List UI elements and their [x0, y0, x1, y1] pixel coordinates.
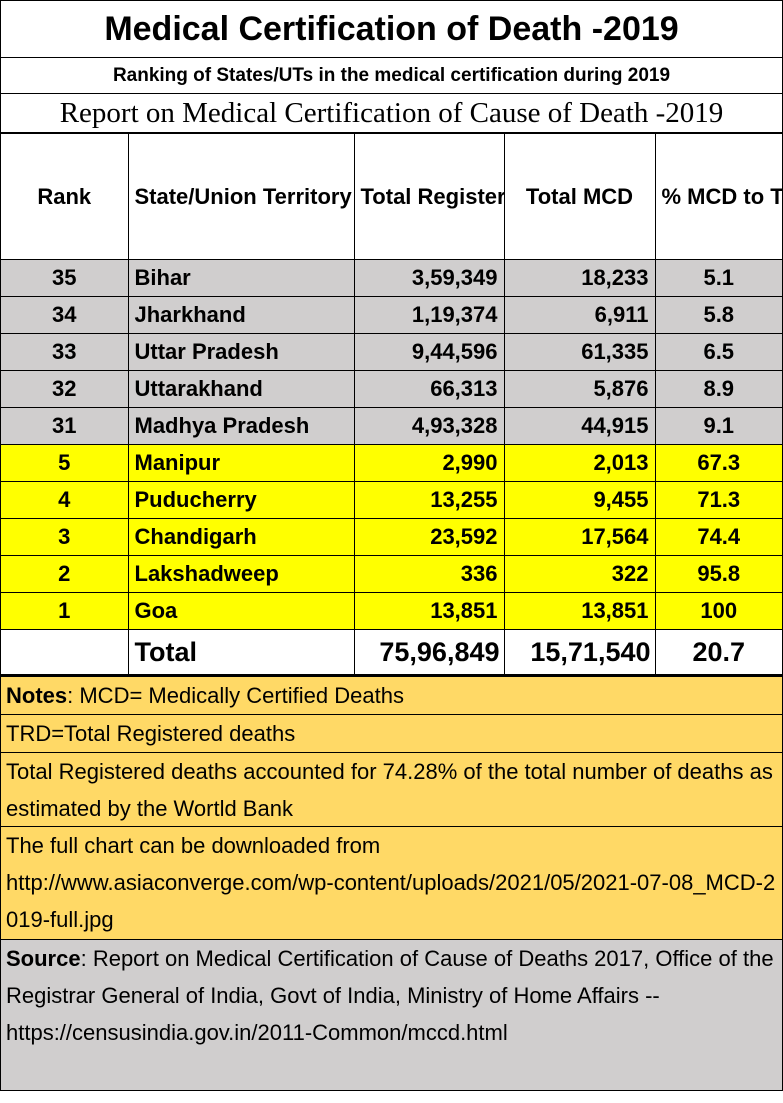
rank-cell: 31	[1, 407, 129, 445]
mcd-cell: 2,013	[503, 444, 656, 482]
mcd-cell: 6,911	[503, 296, 656, 334]
state-cell: Manipur	[127, 444, 355, 482]
state-cell: Puducherry	[127, 481, 355, 519]
pct-cell: 6.5	[654, 333, 782, 371]
pct-cell: 8.9	[654, 370, 782, 408]
table-row: 31 Madhya Pradesh 4,93,328 44,915 9.1	[1, 407, 782, 445]
mcd-cell: 17,564	[503, 518, 656, 556]
mcd-cell: 61,335	[503, 333, 656, 371]
source-section: Source: Report on Medical Certification …	[1, 939, 782, 1091]
note-definition-trd: TRD=Total Registered deaths	[1, 714, 782, 752]
rank-cell: 4	[1, 481, 129, 519]
rank-cell: 35	[1, 259, 129, 297]
trd-cell: 336	[353, 555, 505, 593]
header-total-mcd: Total MCD	[503, 134, 656, 260]
rank-cell: 3	[1, 518, 129, 556]
notes-label: Notes	[6, 683, 68, 708]
trd-cell: 13,851	[353, 592, 505, 630]
table-row: 4 Puducherry 13,255 9,455 71.3	[1, 481, 782, 519]
mcd-cell: 9,455	[503, 481, 656, 519]
mcd-cell: 18,233	[503, 259, 656, 297]
mcd-cell: 322	[503, 555, 656, 593]
notes-mcd-text: : MCD= Medically Certified Deaths	[67, 683, 404, 708]
total-trd: 75,96,849	[353, 629, 505, 675]
trd-cell: 3,59,349	[353, 259, 505, 297]
state-cell: Bihar	[127, 259, 355, 297]
table-row: 34 Jharkhand 1,19,374 6,911 5.8	[1, 296, 782, 334]
report-title: Report on Medical Certification of Cause…	[1, 94, 782, 134]
trd-cell: 23,592	[353, 518, 505, 556]
mcd-cell: 44,915	[503, 407, 656, 445]
rank-cell: 1	[1, 592, 129, 630]
source-text: : Report on Medical Certification of Cau…	[6, 946, 774, 1045]
pct-cell: 5.1	[654, 259, 782, 297]
header-state: State/Union Territory	[127, 134, 355, 260]
header-total-registered-deaths: Total Registered Deaths	[353, 134, 505, 260]
table-row: 3 Chandigarh 23,592 17,564 74.4	[1, 518, 782, 556]
full-chart-link[interactable]: http://www.asiaconverge.com/wp-content/u…	[6, 870, 776, 932]
pct-cell: 95.8	[654, 555, 782, 593]
mcd-cell: 13,851	[503, 592, 656, 630]
state-cell: Goa	[127, 592, 355, 630]
note-definition-mcd: Notes: MCD= Medically Certified Deaths	[1, 675, 782, 714]
trd-cell: 1,19,374	[353, 296, 505, 334]
state-cell: Uttarakhand	[127, 370, 355, 408]
rank-cell: 5	[1, 444, 129, 482]
table-row: 2 Lakshadweep 336 322 95.8	[1, 555, 782, 593]
rank-cell: 2	[1, 555, 129, 593]
pct-cell: 74.4	[654, 518, 782, 556]
trd-cell: 4,93,328	[353, 407, 505, 445]
pct-cell: 9.1	[654, 407, 782, 445]
state-cell: Lakshadweep	[127, 555, 355, 593]
total-rank-cell	[1, 629, 129, 675]
table-row: 33 Uttar Pradesh 9,44,596 61,335 6.5	[1, 333, 782, 371]
table-row: 5 Manipur 2,990 2,013 67.3	[1, 444, 782, 482]
source-label: Source	[6, 946, 81, 971]
trd-cell: 2,990	[353, 444, 505, 482]
pct-cell: 71.3	[654, 481, 782, 519]
state-cell: Uttar Pradesh	[127, 333, 355, 371]
table-row: 1 Goa 13,851 13,851 100	[1, 592, 782, 630]
trd-cell: 13,255	[353, 481, 505, 519]
header-pct-mcd-to-trd: % MCD to TRD	[654, 134, 782, 260]
note-full-chart-text: The full chart can be downloaded from	[6, 833, 381, 858]
trd-cell: 9,44,596	[353, 333, 505, 371]
total-mcd: 15,71,540	[503, 629, 656, 675]
pct-cell: 5.8	[654, 296, 782, 334]
mcd-cell: 5,876	[503, 370, 656, 408]
notes-section: Notes: MCD= Medically Certified Deaths T…	[1, 675, 782, 939]
trd-cell: 66,313	[353, 370, 505, 408]
pct-cell: 100	[654, 592, 782, 630]
ranking-table: Rank State/Union Territory Total Registe…	[1, 134, 782, 675]
note-world-bank: Total Registered deaths accounted for 74…	[1, 752, 782, 826]
rank-cell: 32	[1, 370, 129, 408]
state-cell: Chandigarh	[127, 518, 355, 556]
table-row: 35 Bihar 3,59,349 18,233 5.1	[1, 259, 782, 297]
page-title: Medical Certification of Death -2019	[1, 1, 782, 58]
note-full-chart: The full chart can be downloaded from htt…	[1, 826, 782, 939]
total-label: Total	[127, 629, 355, 675]
page-subtitle: Ranking of States/UTs in the medical cer…	[1, 58, 782, 94]
state-cell: Jharkhand	[127, 296, 355, 334]
pct-cell: 67.3	[654, 444, 782, 482]
state-cell: Madhya Pradesh	[127, 407, 355, 445]
header-rank: Rank	[1, 134, 129, 260]
rank-cell: 33	[1, 333, 129, 371]
total-row: Total 75,96,849 15,71,540 20.7	[1, 629, 782, 675]
total-pct: 20.7	[654, 629, 782, 675]
table-header-row: Rank State/Union Territory Total Registe…	[1, 134, 782, 260]
table-row: 32 Uttarakhand 66,313 5,876 8.9	[1, 370, 782, 408]
rank-cell: 34	[1, 296, 129, 334]
